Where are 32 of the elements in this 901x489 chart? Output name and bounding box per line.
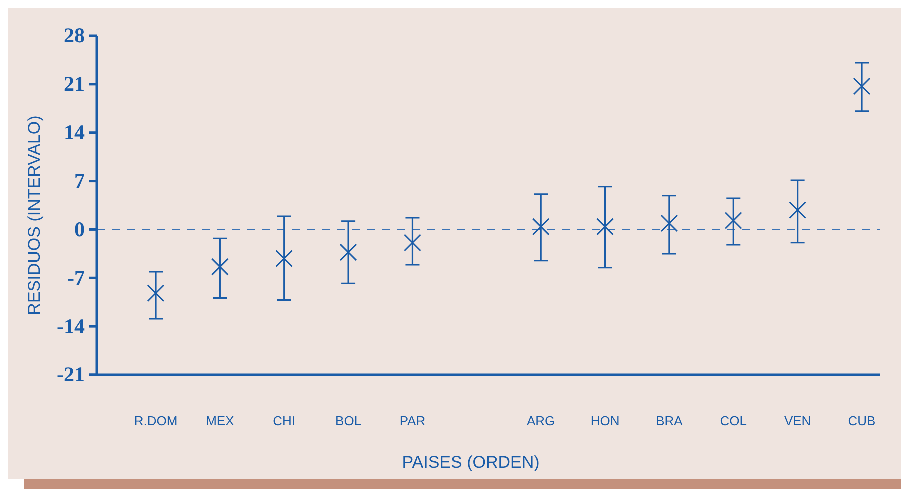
x-tick-label: PAR [400, 414, 426, 429]
point [660, 214, 678, 232]
x-tick-label: COL [720, 414, 748, 429]
x-tick-label: CUB [848, 414, 876, 429]
point [853, 78, 871, 96]
y-tick-label: 21 [64, 72, 85, 96]
y-axis-title: RESIDUOS (INTERVALO) [25, 116, 44, 316]
x-tick-label: BOL [336, 414, 362, 429]
x-tick-label: CHI [273, 414, 296, 429]
x-tick-label: BRA [656, 414, 684, 429]
point [596, 218, 614, 236]
x-tick-label: VEN [784, 414, 812, 429]
x-axis-title: PAISES (ORDEN) [402, 452, 540, 472]
point [789, 202, 807, 220]
point [340, 244, 358, 262]
point [147, 284, 165, 302]
y-tick-label: 7 [74, 169, 85, 194]
point [211, 258, 229, 276]
y-tick-label: 28 [64, 24, 85, 48]
x-tick-label: ARG [527, 414, 556, 429]
y-tick-label: 14 [64, 120, 86, 145]
point [724, 212, 742, 230]
x-tick-label: MEX [206, 414, 235, 429]
point [404, 234, 422, 252]
y-tick-label: -14 [57, 314, 86, 338]
point [276, 250, 294, 268]
y-tick-label: -21 [57, 362, 85, 387]
x-tick-label: R.DOM [134, 414, 178, 429]
y-tick-label: -7 [68, 266, 85, 290]
point [532, 218, 550, 236]
x-tick-label: HON [590, 414, 620, 429]
y-tick-label: 0 [74, 217, 85, 242]
